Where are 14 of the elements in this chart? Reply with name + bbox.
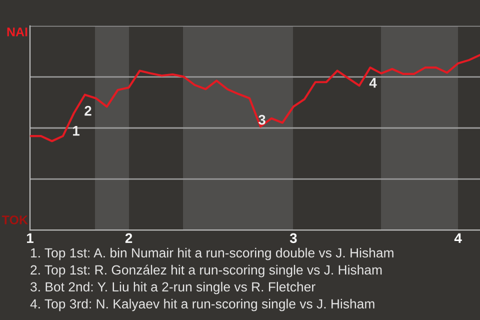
annotation: 4 (369, 78, 377, 88)
x-tick-label: 1 (27, 233, 34, 243)
text: 3. Bot 2nd: Y. Liu hit a 2-run single vs R. Fletcher (30, 282, 316, 294)
annotation: 2 (84, 106, 92, 116)
annotation: 3 (258, 114, 266, 125)
text: 1. Top 1st: A. bin Numair hit a run-scoring double vs J. Hisham (31, 248, 394, 260)
x-tick-label: 2 (125, 233, 132, 243)
x-tick-label: 3 (290, 233, 297, 244)
text: TOK (2, 216, 28, 224)
x-tick-label: 4 (454, 233, 462, 243)
text: 2. Top 1st: R. González hit a run-scoring single vs J. Hisham (30, 264, 382, 278)
text: NAI (7, 28, 28, 36)
text: 4. Top 3rd: N. Kalyaev hit a run-scoring single vs J. Hisham (30, 298, 374, 312)
annotation: 1 (73, 126, 80, 136)
